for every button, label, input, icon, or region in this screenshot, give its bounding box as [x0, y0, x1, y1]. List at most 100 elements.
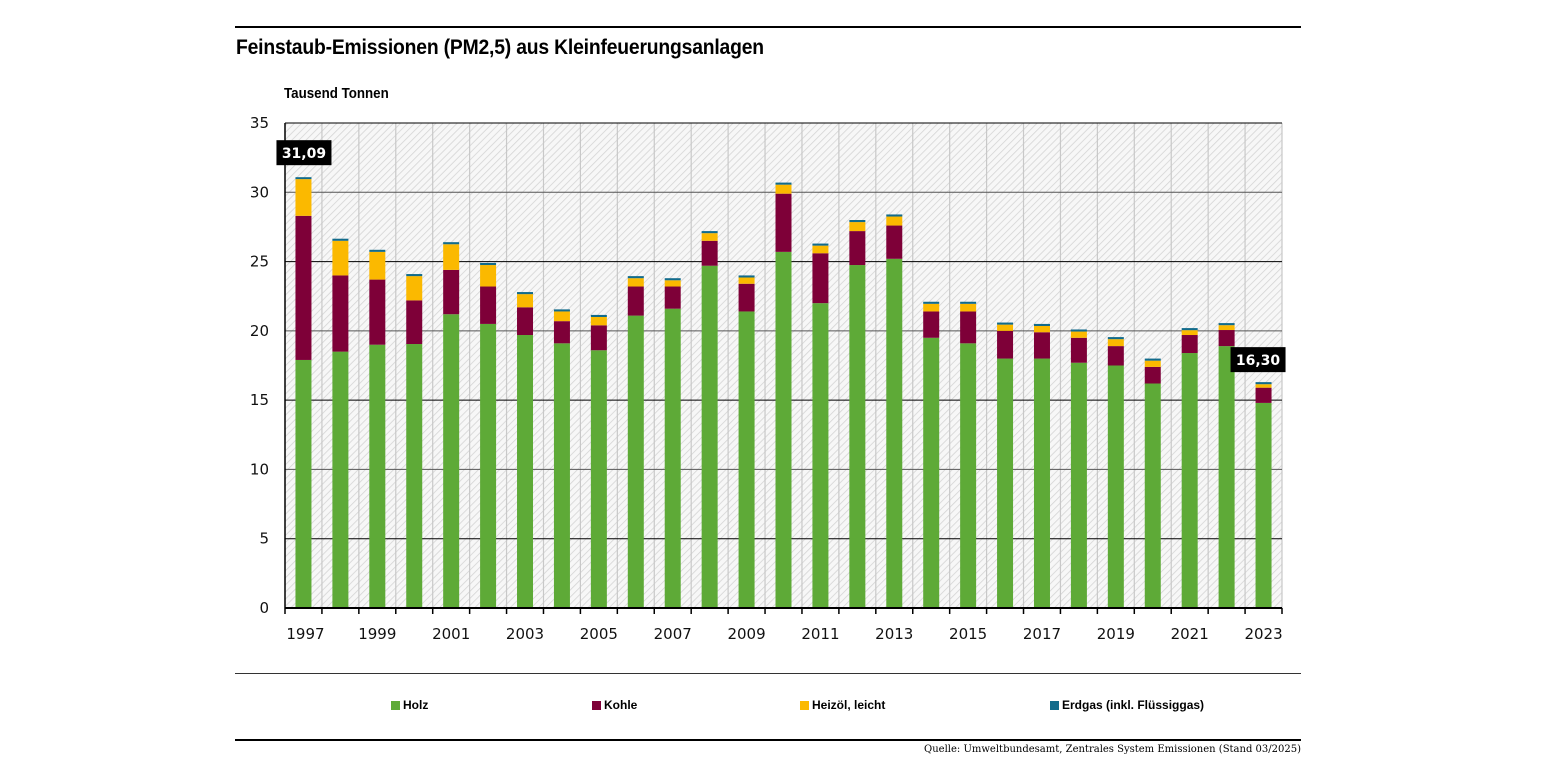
bar-segment-heizoel — [1218, 325, 1235, 331]
value-callout: 16,30 — [1230, 347, 1286, 373]
x-tick-label: 1999 — [358, 625, 396, 643]
bar-stack — [627, 276, 644, 608]
legend-item-erdgas: Erdgas (inkl. Flüssiggas) — [1050, 698, 1204, 712]
legend-label-kohle: Kohle — [604, 698, 638, 712]
bar-stack — [406, 274, 423, 608]
callouts: 31,09 16,30 — [276, 140, 1286, 373]
y-tick-label: 20 — [250, 322, 269, 340]
bar-segment-kohle — [738, 283, 755, 312]
x-tick-label: 2021 — [1171, 625, 1209, 643]
bar-segment-erdgas — [1255, 382, 1272, 385]
bar-segment-erdgas — [443, 242, 460, 245]
bar-segment-holz — [627, 315, 644, 608]
bar-segment-holz — [849, 265, 866, 608]
bar-segment-heizoel — [997, 324, 1014, 331]
bar-segment-kohle — [1033, 332, 1050, 359]
bar-segment-heizoel — [369, 251, 386, 280]
y-tick-label: 15 — [250, 391, 269, 409]
bar-segment-kohle — [332, 275, 349, 352]
bar-segment-erdgas — [406, 274, 423, 277]
bar-segment-kohle — [960, 311, 977, 344]
bar-segment-heizoel — [406, 276, 423, 301]
bar-stack — [1144, 358, 1161, 608]
bar-segment-erdgas — [1144, 358, 1161, 361]
legend-swatch-erdgas — [1050, 700, 1059, 710]
bar-segment-kohle — [1181, 335, 1198, 354]
bar-segment-heizoel — [1033, 326, 1050, 333]
bar-segment-holz — [1218, 346, 1235, 608]
bar-segment-holz — [701, 265, 718, 608]
bar-stack — [1181, 328, 1198, 608]
bar-segment-kohle — [369, 279, 386, 345]
bar-segment-kohle — [1107, 346, 1124, 366]
bar-segment-erdgas — [997, 322, 1014, 325]
bar-segment-heizoel — [1181, 330, 1198, 336]
bar-segment-erdgas — [738, 275, 755, 278]
bar-segment-erdgas — [886, 214, 903, 217]
bar-segment-erdgas — [480, 262, 497, 266]
bar-stack — [1033, 323, 1050, 608]
bar-segment-heizoel — [517, 294, 534, 308]
callout-label: 31,09 — [282, 146, 326, 162]
bar-segment-kohle — [1144, 366, 1161, 384]
bar-stack — [923, 301, 940, 608]
bar-stack — [480, 262, 497, 608]
bar-stack — [443, 242, 460, 608]
value-callout: 31,09 — [276, 140, 332, 166]
bar-segment-holz — [443, 314, 460, 608]
legend-label-erdgas: Erdgas (inkl. Flüssiggas) — [1062, 698, 1205, 712]
legend-item-heizoel: Heizöl, leicht — [800, 698, 885, 712]
bar-segment-holz — [332, 351, 349, 608]
bar-segment-holz — [1144, 383, 1161, 608]
x-tick-label: 2009 — [727, 625, 765, 643]
x-axis-ticks: 1997 1999 2001 2003 2005 2007 2009 2011 2013 2015… — [286, 625, 1282, 643]
bar-segment-holz — [960, 343, 977, 608]
bar-segment-holz — [775, 251, 792, 608]
top-rule — [235, 26, 1301, 28]
bar-segment-erdgas — [849, 220, 866, 223]
bar-segment-holz — [997, 358, 1014, 608]
bar-stack — [517, 292, 534, 608]
x-tick-label: 2003 — [506, 625, 544, 643]
bar-segment-heizoel — [627, 278, 644, 287]
bar-segment-kohle — [443, 269, 460, 315]
bar-segment-heizoel — [480, 265, 497, 287]
x-tick-label: 2019 — [1097, 625, 1135, 643]
bar-segment-holz — [1181, 353, 1198, 608]
bar-segment-erdgas — [1070, 329, 1087, 332]
bar-stack — [1218, 323, 1235, 608]
legend-item-kohle: Kohle — [592, 698, 637, 712]
x-tick-label: 2007 — [654, 625, 692, 643]
bar-segment-erdgas — [517, 292, 534, 295]
bar-segment-holz — [1033, 358, 1050, 608]
bar-segment-kohle — [886, 225, 903, 259]
bar-stack — [295, 177, 312, 608]
bar-segment-heizoel — [443, 244, 460, 270]
bar-stack — [590, 314, 607, 608]
bar-segment-erdgas — [295, 177, 312, 180]
chart-title: Feinstaub-Emissionen (PM2,5) aus Kleinfe… — [236, 36, 764, 59]
bar-segment-erdgas — [960, 301, 977, 304]
legend-label-holz: Holz — [403, 698, 429, 712]
bar-segment-heizoel — [664, 280, 681, 287]
axes — [284, 123, 1283, 614]
bar-segment-holz — [590, 350, 607, 608]
bar-stack — [1107, 337, 1124, 608]
bar-segment-erdgas — [1181, 328, 1198, 331]
bar-segment-erdgas — [590, 314, 607, 317]
bar-segment-heizoel — [1255, 384, 1272, 388]
x-tick-label: 2013 — [875, 625, 913, 643]
bar-segment-kohle — [590, 325, 607, 351]
bar-segment-kohle — [1218, 330, 1235, 347]
bar-segment-heizoel — [812, 245, 829, 254]
x-tick-label: 2015 — [949, 625, 987, 643]
x-tick-label: 2011 — [801, 625, 839, 643]
y-tick-label: 10 — [250, 460, 269, 478]
bar-stack — [1070, 329, 1087, 608]
bar-segment-erdgas — [332, 238, 349, 241]
bar-segment-holz — [923, 337, 940, 608]
bar-segment-kohle — [923, 311, 940, 338]
bar-segment-erdgas — [553, 309, 570, 312]
bar-segment-heizoel — [553, 311, 570, 322]
